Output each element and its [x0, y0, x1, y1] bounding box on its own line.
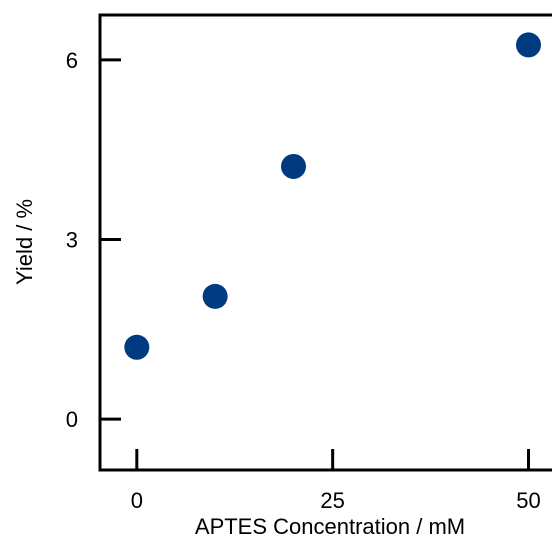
- x-tick-label: 0: [131, 488, 143, 513]
- data-point: [281, 154, 306, 179]
- data-points: [124, 32, 541, 359]
- x-tick-label: 50: [516, 488, 540, 513]
- x-axis-ticks: 0 25 50: [131, 449, 541, 513]
- y-tick-label: 3: [66, 228, 78, 253]
- data-point: [124, 335, 149, 360]
- x-axis-title: APTES Concentration / mM: [195, 514, 465, 539]
- data-point: [203, 284, 228, 309]
- y-tick-label: 0: [66, 407, 78, 432]
- x-tick-label: 25: [320, 488, 344, 513]
- y-axis-ticks: 0 3 6: [66, 48, 121, 432]
- y-axis-title: Yield / %: [12, 199, 37, 285]
- y-tick-label: 6: [66, 48, 78, 73]
- data-point: [516, 32, 541, 57]
- plot-frame: [99, 14, 552, 472]
